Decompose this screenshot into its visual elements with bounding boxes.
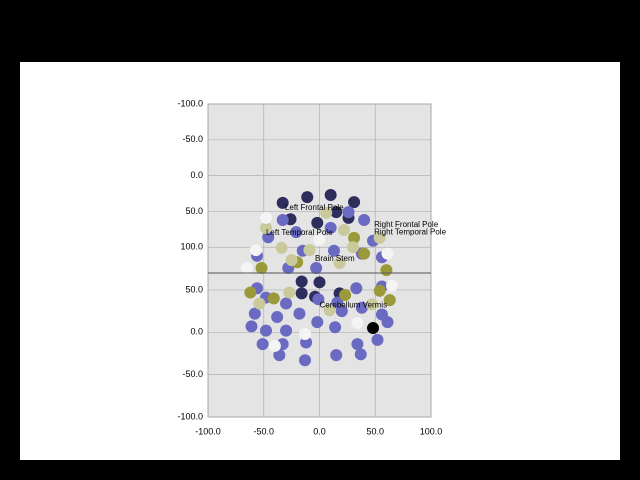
point xyxy=(245,320,258,333)
point xyxy=(301,191,314,204)
y-tick-label: -100.0 xyxy=(177,411,203,421)
point xyxy=(249,244,262,257)
point xyxy=(283,286,296,299)
point xyxy=(367,322,380,335)
point xyxy=(259,211,272,224)
point xyxy=(348,231,361,244)
point xyxy=(271,311,284,324)
point xyxy=(259,324,272,337)
point xyxy=(338,224,351,237)
y-tick-label: -100.0 xyxy=(177,98,203,108)
point xyxy=(383,294,396,307)
annotation: Left Frontal Pole xyxy=(285,203,344,212)
point xyxy=(342,206,355,219)
x-tick-label: 50.0 xyxy=(366,426,384,436)
point xyxy=(311,216,324,229)
point xyxy=(280,297,293,310)
point xyxy=(385,279,398,292)
point xyxy=(320,206,333,219)
point xyxy=(299,327,312,340)
point xyxy=(373,231,386,244)
point xyxy=(280,324,293,337)
point xyxy=(351,316,364,329)
point xyxy=(358,247,371,260)
point xyxy=(348,196,361,209)
point xyxy=(253,297,266,310)
point xyxy=(381,247,394,260)
point xyxy=(324,188,337,201)
annotation: Right Frontal Pole xyxy=(374,220,439,229)
grid-layer xyxy=(207,103,432,418)
point xyxy=(268,339,281,352)
point xyxy=(354,348,367,361)
point xyxy=(276,196,289,209)
point xyxy=(273,349,286,362)
y-tick-label: 50.0 xyxy=(185,206,203,216)
point xyxy=(355,301,368,314)
point xyxy=(358,214,371,227)
x-tick-label: -100.0 xyxy=(195,426,221,436)
point xyxy=(330,349,343,362)
point xyxy=(371,333,384,346)
annotation: Cerebellum Vermis xyxy=(320,300,388,309)
point xyxy=(312,293,325,306)
point xyxy=(295,287,308,300)
point xyxy=(330,206,343,219)
point xyxy=(333,256,346,269)
point xyxy=(324,221,337,234)
x-tick-label: 0.0 xyxy=(313,426,326,436)
point xyxy=(373,284,386,297)
point xyxy=(339,289,352,302)
y-tick-label: -50.0 xyxy=(182,369,203,379)
point xyxy=(241,261,254,274)
point xyxy=(290,226,303,239)
point xyxy=(276,214,289,227)
point xyxy=(255,261,268,274)
point xyxy=(311,316,324,329)
x-tick-label: -50.0 xyxy=(253,426,274,436)
point xyxy=(327,244,340,257)
point xyxy=(329,321,342,334)
point xyxy=(256,338,269,351)
point xyxy=(323,304,336,317)
point xyxy=(331,296,344,309)
point xyxy=(365,298,378,311)
point xyxy=(275,241,288,254)
point xyxy=(303,244,316,257)
point xyxy=(244,286,257,299)
point xyxy=(295,275,308,288)
point xyxy=(267,292,280,305)
y-tick-label: 0.0 xyxy=(190,327,203,337)
annotation: Right Temporal Pole xyxy=(374,227,446,236)
point xyxy=(310,261,323,274)
point xyxy=(313,276,326,289)
point xyxy=(248,307,261,320)
text-layer: -100.0 -50.0 0.0 50.0 100.0 Left Frontal Pole… xyxy=(177,98,446,436)
annotation: Left Temporal Pole xyxy=(266,228,333,237)
point xyxy=(313,234,326,247)
point xyxy=(380,264,393,277)
point xyxy=(285,254,298,267)
point xyxy=(262,231,275,244)
point xyxy=(375,308,388,321)
point xyxy=(259,221,272,234)
y-tick-label: 50.0 xyxy=(185,284,203,294)
point xyxy=(350,282,363,295)
mark-layer xyxy=(241,188,398,367)
x-tick-label: 100.0 xyxy=(420,426,443,436)
point xyxy=(351,338,364,351)
point xyxy=(299,354,312,367)
plot-layer: -100.0 -50.0 0.0 50.0 100.0 Left Frontal Pole… xyxy=(177,98,446,436)
point xyxy=(346,241,359,254)
annotation: Brain Stem xyxy=(315,254,355,263)
y-tick-label: 100.0 xyxy=(180,242,203,252)
y-tick-label: 0.0 xyxy=(190,170,203,180)
point xyxy=(293,307,306,320)
y-tick-label: -50.0 xyxy=(182,134,203,144)
